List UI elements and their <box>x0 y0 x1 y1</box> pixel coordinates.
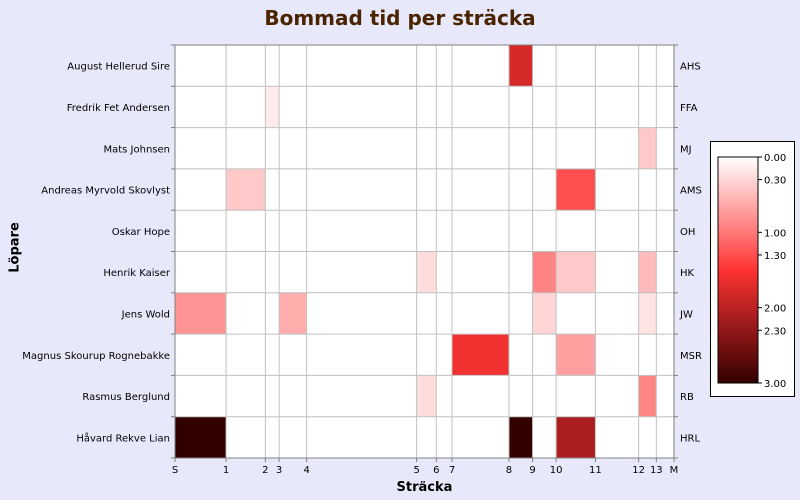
x-tick-label: M <box>670 465 679 476</box>
heatmap-cell <box>416 375 437 417</box>
runner-name-label: Rasmus Berglund <box>82 392 170 403</box>
heatmap-cell <box>279 292 307 335</box>
legend-tick-label: 1.00 <box>764 228 786 239</box>
heatmap-cell <box>175 416 227 458</box>
legend-tick-label: 1.30 <box>764 251 786 262</box>
x-tick-label: 8 <box>506 465 512 476</box>
x-tick-label: 3 <box>276 465 282 476</box>
runner-name-label: Håvard Rekve Lian <box>76 431 170 444</box>
heatmap-cell <box>265 86 280 128</box>
legend-tick-label: 2.00 <box>764 304 786 315</box>
x-tick-label: 10 <box>550 465 563 476</box>
x-axis-label: Sträcka <box>396 480 453 495</box>
legend-tick-label: 2.30 <box>764 326 786 337</box>
heatmap-cell <box>556 416 596 458</box>
runner-name-label: Jens Wold <box>121 309 170 320</box>
runner-name-label: Oskar Hope <box>112 227 170 238</box>
x-tick-label: 9 <box>529 465 535 476</box>
x-tick-label: 12 <box>632 465 645 476</box>
runner-name-label: Mats Johnsen <box>103 144 170 155</box>
runner-name-label: Magnus Skourup Rognebakke <box>22 351 170 362</box>
runner-abbr-label: HRL <box>680 433 700 444</box>
chart-title: Bommad tid per sträcka <box>264 6 536 30</box>
legend-tick-label: 3.00 <box>764 379 786 390</box>
x-tick-label: 5 <box>413 465 419 476</box>
legend-gradient-bar <box>717 156 759 384</box>
heatmap-cell <box>556 251 596 293</box>
runner-abbr-label: AMS <box>680 186 702 197</box>
runner-name-label: August Hellerud Sire <box>67 62 170 73</box>
heatmap-cell <box>452 334 509 376</box>
runner-abbr-label: RB <box>680 392 694 403</box>
runner-abbr-label: AHS <box>680 62 701 73</box>
heatmap-cell <box>556 334 596 376</box>
heatmap-cell <box>638 251 657 293</box>
runner-abbr-label: HK <box>680 268 695 279</box>
runner-abbr-label: JW <box>679 309 693 320</box>
runner-name-label: Fredrik Fet Andersen <box>67 103 170 114</box>
heatmap-cell <box>532 251 557 293</box>
runner-abbr-label: FFA <box>680 103 698 114</box>
legend-tick-label: 0.00 <box>764 153 786 164</box>
heatmap-cell <box>638 127 657 169</box>
heatmap-cell <box>532 292 557 335</box>
x-tick-label: 13 <box>650 465 663 476</box>
heatmap-cell <box>416 251 437 293</box>
x-tick-label: 1 <box>223 465 229 476</box>
runner-abbr-label: MSR <box>680 351 702 362</box>
legend-tick-label: 0.30 <box>764 176 786 187</box>
runner-name-label: Andreas Myrvold Skovlyst <box>41 186 170 197</box>
x-tick-label: 4 <box>303 465 309 476</box>
heatmap-cell <box>638 292 657 335</box>
heatmap-cell <box>226 168 266 211</box>
heatmap-cell <box>175 292 227 335</box>
x-tick-label: 7 <box>449 465 455 476</box>
heatmap-cell <box>508 45 533 87</box>
runner-abbr-label: OH <box>680 227 695 238</box>
x-tick-label: 2 <box>262 465 268 476</box>
heatmap-cell <box>508 416 533 458</box>
runner-name-label: Henrik Kaiser <box>103 268 171 279</box>
x-tick-label: 6 <box>433 465 439 476</box>
heatmap-cell <box>556 168 596 211</box>
x-tick-label: 11 <box>589 465 602 476</box>
runner-abbr-label: MJ <box>680 144 692 155</box>
heatmap-cell <box>638 375 657 417</box>
x-tick-label: S <box>172 465 178 476</box>
